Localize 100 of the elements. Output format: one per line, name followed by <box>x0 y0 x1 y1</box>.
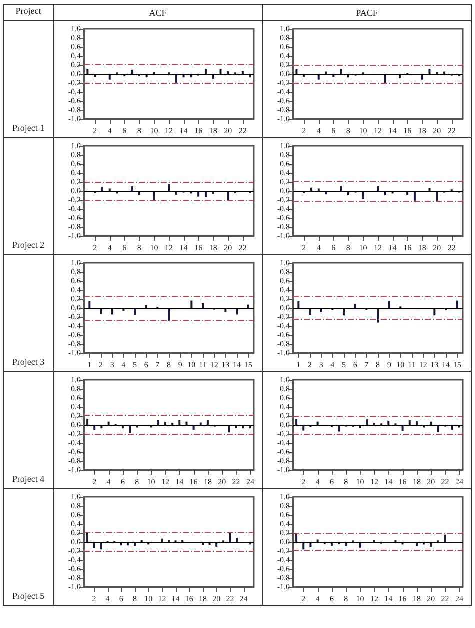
y-tick-label: -0.4 <box>68 322 81 330</box>
x-tick-label: 2 <box>302 478 306 486</box>
x-tick-label: 9 <box>178 360 182 370</box>
x-tick-label: 14 <box>388 244 397 252</box>
y-tick-label: -0.8 <box>68 574 81 582</box>
x-tick-label: 2 <box>93 244 98 252</box>
x-tick-label: 18 <box>412 594 421 604</box>
x-tick-label: 14 <box>180 244 188 252</box>
x-tick-label: 6 <box>120 478 125 486</box>
x-tick-label: 10 <box>147 478 156 486</box>
x-tick-label: 10 <box>359 126 368 136</box>
y-tick-label: -0.6 <box>277 564 290 574</box>
y-tick-label: 0.6 <box>280 394 290 402</box>
y-tick-label: -0.4 <box>68 556 81 564</box>
x-tick-label: 4 <box>106 594 110 604</box>
x-tick-label: 14 <box>180 126 188 136</box>
y-tick-label: 0.6 <box>280 42 290 52</box>
y-tick-label: 1.0 <box>280 258 290 268</box>
x-tick-label: 24 <box>455 478 464 486</box>
y-tick-label: -0.4 <box>277 556 290 564</box>
y-tick-label: 0.6 <box>71 510 81 520</box>
y-tick-label: 1.0 <box>280 142 290 150</box>
y-tick-label: -1.0 <box>68 582 81 592</box>
y-tick-label: -0.8 <box>277 222 290 232</box>
x-tick-label: 16 <box>404 126 412 136</box>
y-tick-label: 0.0 <box>280 304 290 312</box>
x-tick-label: 12 <box>161 478 170 486</box>
y-tick-label: 0.2 <box>280 178 290 186</box>
x-tick-label: 14 <box>176 478 184 486</box>
y-tick-label: -0.2 <box>277 430 290 438</box>
x-tick-label: 6 <box>332 244 336 252</box>
x-tick-label: 2 <box>92 594 96 604</box>
x-tick-label: 8 <box>346 244 350 252</box>
x-tick-label: 4 <box>316 594 320 604</box>
x-tick-label: 22 <box>441 478 450 486</box>
y-tick-label: -0.8 <box>68 222 81 232</box>
y-tick-label: 0.4 <box>71 520 81 528</box>
x-tick-label: 3 <box>110 360 114 370</box>
x-tick-label: 6 <box>332 126 336 136</box>
x-tick-label: 6 <box>330 594 334 604</box>
y-tick-label: 0.6 <box>71 394 81 402</box>
x-tick-label: 11 <box>199 360 207 370</box>
x-tick-label: 2 <box>93 126 98 136</box>
y-tick-label: -0.6 <box>68 214 81 222</box>
y-tick-label: -0.2 <box>277 312 290 322</box>
y-tick-label: 0.4 <box>280 168 290 178</box>
y-tick-label: -0.8 <box>68 340 81 348</box>
text: Project 3 <box>4 254 54 372</box>
x-tick-label: 15 <box>244 360 252 370</box>
x-tick-label: 4 <box>316 126 321 136</box>
x-tick-label: 16 <box>194 244 203 252</box>
y-tick-label: 0.6 <box>280 276 290 286</box>
y-tick-label: 1.0 <box>71 142 81 150</box>
y-tick-label: -0.4 <box>277 438 290 448</box>
x-tick-label: 8 <box>344 478 348 486</box>
x-tick-label: 4 <box>108 244 112 252</box>
y-tick-label: 0.8 <box>280 384 290 394</box>
x-tick-label: 4 <box>316 244 321 252</box>
y-tick-label: -0.6 <box>68 330 81 340</box>
y-tick-label: 0.2 <box>71 412 81 420</box>
x-tick-label: 22 <box>238 126 247 136</box>
y-tick-label: 0.6 <box>71 160 81 168</box>
y-tick-label: 0.2 <box>280 294 290 304</box>
x-tick-label: 16 <box>190 478 198 486</box>
x-tick-label: 9 <box>387 360 392 370</box>
y-tick-label: 0.6 <box>71 276 81 286</box>
y-tick-label: 0.2 <box>280 60 290 70</box>
y-tick-label: -0.2 <box>277 546 290 556</box>
x-tick-label: 4 <box>108 126 112 136</box>
x-tick-label: 22 <box>226 594 234 604</box>
x-tick-label: 18 <box>209 244 218 252</box>
y-tick-label: 0.4 <box>71 52 81 60</box>
y-tick-label: 1.0 <box>71 492 81 502</box>
y-tick-label: 0.8 <box>71 502 81 510</box>
x-tick-label: 13 <box>430 360 439 370</box>
y-tick-label: -1.0 <box>68 466 81 474</box>
y-tick-label: -0.6 <box>277 96 290 106</box>
y-tick-label: 1.0 <box>280 376 290 384</box>
y-tick-label: -0.2 <box>68 78 81 88</box>
x-tick-label: 2 <box>302 594 306 604</box>
y-tick-label: -0.6 <box>277 214 290 222</box>
y-tick-label: -0.4 <box>277 322 290 330</box>
y-tick-label: -0.4 <box>68 88 81 96</box>
x-tick-label: 10 <box>144 594 153 604</box>
x-tick-label: 6 <box>119 594 124 604</box>
y-tick-label: -0.6 <box>68 564 81 574</box>
y-tick-label: -0.2 <box>277 78 290 88</box>
y-tick-label: -0.6 <box>277 448 290 456</box>
y-tick-label: -0.8 <box>68 106 81 114</box>
x-tick-label: 14 <box>384 478 393 486</box>
x-tick-label: 18 <box>204 478 212 486</box>
x-tick-label: 20 <box>224 126 232 136</box>
x-tick-label: 18 <box>412 478 421 486</box>
y-tick-label: 1.0 <box>71 258 81 268</box>
y-tick-label: 1.0 <box>71 24 81 34</box>
y-tick-label: 0.2 <box>71 528 81 538</box>
x-tick-label: 22 <box>441 594 450 604</box>
y-tick-label: 0.0 <box>71 186 81 196</box>
y-tick-label: -0.8 <box>68 456 81 466</box>
x-tick-label: 14 <box>384 594 393 604</box>
